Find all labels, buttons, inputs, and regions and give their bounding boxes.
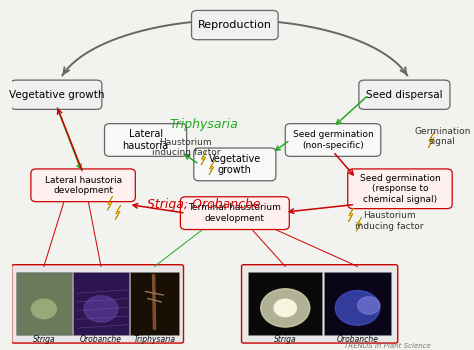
Text: Germination
signal: Germination signal xyxy=(414,127,471,146)
Circle shape xyxy=(31,299,56,319)
Text: TRENDS in Plant Science: TRENDS in Plant Science xyxy=(344,343,431,349)
Polygon shape xyxy=(348,208,354,222)
FancyBboxPatch shape xyxy=(242,265,398,343)
Bar xyxy=(248,272,322,335)
Polygon shape xyxy=(115,205,120,219)
Text: Haustorium
inducing factor: Haustorium inducing factor xyxy=(356,211,424,231)
FancyBboxPatch shape xyxy=(359,80,450,109)
Text: Triphysaria: Triphysaria xyxy=(134,335,175,344)
Bar xyxy=(324,272,391,335)
Circle shape xyxy=(335,290,380,325)
Polygon shape xyxy=(428,132,434,148)
Text: Striga; Orobanche: Striga; Orobanche xyxy=(147,198,260,211)
Text: Striga: Striga xyxy=(274,335,297,344)
Text: Seed germination
(non-specific): Seed germination (non-specific) xyxy=(292,130,374,150)
FancyBboxPatch shape xyxy=(11,80,102,109)
Text: Striga: Striga xyxy=(33,335,55,344)
Text: Reproduction: Reproduction xyxy=(198,20,272,30)
Circle shape xyxy=(357,297,380,314)
Bar xyxy=(16,272,72,335)
Circle shape xyxy=(84,296,118,322)
Text: Seed dispersal: Seed dispersal xyxy=(366,90,443,100)
FancyBboxPatch shape xyxy=(12,265,183,343)
FancyBboxPatch shape xyxy=(191,10,278,40)
FancyBboxPatch shape xyxy=(31,169,135,202)
Text: Vegetative growth: Vegetative growth xyxy=(9,90,104,100)
Text: Lateral
haustoria: Lateral haustoria xyxy=(122,129,169,151)
Polygon shape xyxy=(107,196,112,210)
Text: Seed germination
(response to
chemical signal): Seed germination (response to chemical s… xyxy=(360,174,440,204)
Polygon shape xyxy=(209,161,214,175)
Bar xyxy=(73,272,128,335)
Polygon shape xyxy=(201,151,206,165)
FancyBboxPatch shape xyxy=(348,169,452,209)
Text: Lateral haustoria
development: Lateral haustoria development xyxy=(45,176,122,195)
Text: Orobanche: Orobanche xyxy=(337,335,379,344)
Text: Triphysaria: Triphysaria xyxy=(169,118,238,131)
Circle shape xyxy=(274,299,296,317)
Text: Vegetative
growth: Vegetative growth xyxy=(209,154,261,175)
Polygon shape xyxy=(356,217,362,231)
Bar xyxy=(130,272,179,335)
FancyBboxPatch shape xyxy=(194,148,276,181)
Text: Haustorium
inducing factor: Haustorium inducing factor xyxy=(152,138,220,158)
Text: Orobanche: Orobanche xyxy=(80,335,122,344)
FancyBboxPatch shape xyxy=(105,124,187,156)
FancyBboxPatch shape xyxy=(285,124,381,156)
Text: Terminal haustorium
development: Terminal haustorium development xyxy=(188,203,281,223)
FancyBboxPatch shape xyxy=(181,197,289,230)
Circle shape xyxy=(261,289,310,327)
